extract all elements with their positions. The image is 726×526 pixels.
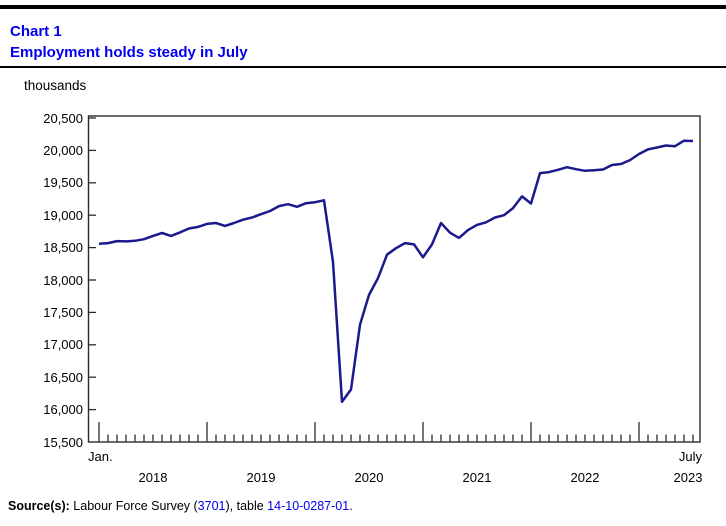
y-axis-tick-label: 20,500 (43, 110, 83, 126)
title-divider (0, 66, 726, 68)
chart-number: Chart 1 (10, 23, 62, 40)
x-axis-year-label: 2018 (138, 470, 168, 485)
y-axis-tick-label: 18,000 (43, 272, 83, 288)
x-axis-year-label: 2022 (570, 470, 600, 485)
y-axis-tick-label: 17,000 (43, 337, 83, 353)
survey-number-link[interactable]: 3701 (197, 499, 226, 513)
source-text: Labour Force Survey ( (69, 499, 198, 513)
source-suffix: . (349, 499, 353, 513)
table-number-link[interactable]: 14-10-0287-01 (267, 499, 350, 513)
employment-line (98, 139, 694, 404)
x-axis-start-label: Jan. (88, 449, 113, 464)
y-axis-tick-label: 17,500 (43, 304, 83, 320)
plot-frame (87, 115, 701, 443)
top-divider (0, 5, 726, 9)
y-axis-tick-label: 19,000 (43, 207, 83, 223)
x-axis-year-label: 2019 (246, 470, 276, 485)
chart-title: Employment holds steady in July (10, 44, 248, 61)
source-note: Source(s): Labour Force Survey (3701), t… (8, 499, 353, 513)
y-axis-tick-label: 19,500 (43, 175, 83, 191)
x-axis-year-label: 2023 (673, 470, 703, 485)
title-block: Chart 1 Employment holds steady in July (10, 21, 248, 63)
y-axis-tick-label: 15,500 (43, 434, 83, 450)
y-axis-tick-label: 16,500 (43, 369, 83, 385)
x-axis-year-label: 2021 (462, 470, 492, 485)
x-axis-year-label: 2020 (354, 470, 384, 485)
y-axis-tick-label: 16,000 (43, 402, 83, 418)
x-axis-end-label: July (678, 449, 702, 464)
y-axis-unit-label: thousands (24, 78, 87, 93)
y-axis-tick-label: 20,000 (43, 142, 83, 158)
source-prefix: Source(s): (8, 499, 70, 513)
y-axis-tick-label: 18,500 (43, 240, 83, 256)
source-text-2: ), table (225, 499, 268, 513)
